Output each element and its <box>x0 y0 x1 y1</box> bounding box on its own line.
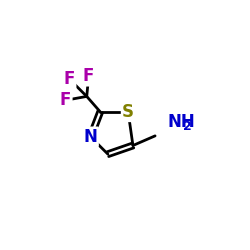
Text: F: F <box>60 91 71 109</box>
Text: NH: NH <box>168 114 195 132</box>
Text: S: S <box>122 103 134 121</box>
Text: N: N <box>84 128 98 146</box>
Text: 2: 2 <box>183 120 192 133</box>
Text: F: F <box>83 67 94 85</box>
Text: F: F <box>64 70 75 88</box>
